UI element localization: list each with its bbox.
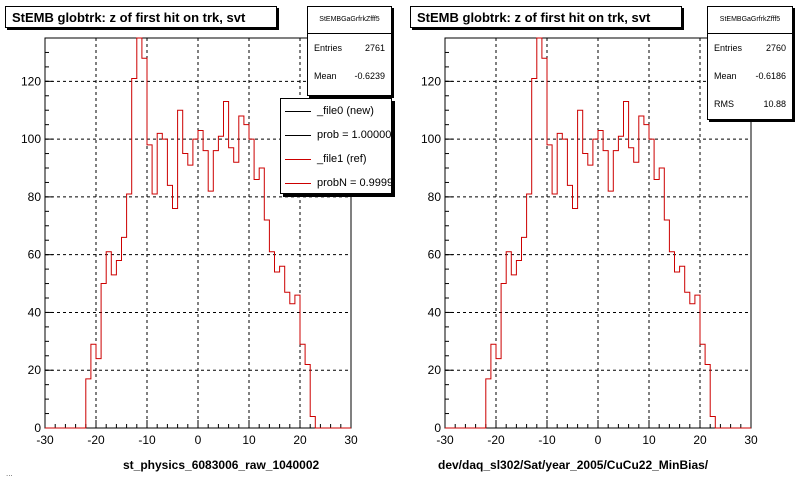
right-chart-title: StEMB globtrk: z of first hit on trk, sv… [410,6,682,28]
right-histogram-plot: -30 -20 -10 0 10 20 30 0 20 40 60 80 100 120 [421,37,758,447]
right-x-tick-label: 10 [642,433,656,447]
right-stats-name: StEMBGaGrfrkZfff5 [708,7,792,34]
left-entries-value: 2761 [364,43,385,53]
legend-entry-file1: _file1 (ref) [281,147,391,171]
left-x-tick-label: -30 [36,433,54,447]
right-histogram-series-0 [445,37,751,429]
left-mean-label: Mean [314,71,337,81]
left-y-tick-label: 20 [28,363,42,377]
legend-box: _file0 (new) prob = 1.000000 _file1 (ref… [280,98,392,194]
left-pane: -30 -20 -10 0 10 20 30 0 20 40 60 80 100 120 StEMB gl… [5,6,392,472]
left-x-tick-label: 10 [242,433,256,447]
left-stats-name: StEMBGaGrfrkZfff5 [308,7,391,34]
right-x-tick-label: -20 [487,433,505,447]
legend-line-probn [285,182,311,184]
right-x-tick-label: 0 [595,433,602,447]
right-y-tick-label: 100 [421,132,441,146]
right-entries-value: 2760 [765,43,786,53]
right-mean-value: -0.6186 [755,71,786,81]
right-y-tick-label: 40 [428,305,442,319]
left-x-axis-title: st_physics_6083006_raw_1040002 [123,458,320,472]
left-x-tick-label: -20 [87,433,105,447]
right-rms-label: RMS [714,99,734,109]
right-entries-label: Entries [714,43,743,53]
legend-label-prob: prob = 1.000000 [317,129,392,141]
left-y-tick-label: 120 [21,74,41,88]
legend-entry-file0: _file0 (new) [281,99,391,123]
right-y-tick-label: 0 [434,421,441,435]
right-mean-label: Mean [714,71,737,81]
legend-entry-probn: probN = 0.99994 [281,171,392,193]
legend-line-file0 [285,110,311,112]
left-x-tick-label: -10 [138,433,156,447]
right-y-tick-label: 60 [428,248,442,262]
footer-text: ... [6,469,13,478]
right-x-tick-label: 30 [744,433,758,447]
legend-label-probn: probN = 0.99994 [317,177,392,189]
left-y-tick-label: 40 [28,305,42,319]
left-chart-title: StEMB globtrk: z of first hit on trk, sv… [5,6,277,28]
legend-line-prob [285,134,311,136]
legend-line-file1 [285,158,311,160]
right-x-axis-title: dev/daq_sl302/Sat/year_2005/CuCu22_MinBi… [438,458,709,472]
legend-entry-prob: prob = 1.000000 [281,123,391,147]
left-entries-label: Entries [314,43,343,53]
left-y-tick-label: 100 [21,132,41,146]
legend-label-file0: _file0 (new) [317,105,374,117]
right-x-tick-label: 20 [693,433,707,447]
left-y-tick-label: 80 [28,190,42,204]
left-mean-value: -0.6239 [354,71,385,81]
left-x-tick-label: 0 [195,433,202,447]
left-histogram-series-0 [45,37,351,429]
legend-label-file1: _file1 (ref) [317,153,367,165]
right-y-tick-label: 120 [421,74,441,88]
right-y-tick-label: 20 [428,363,442,377]
right-stats-box: StEMBGaGrfrkZfff5 Entries 2760 Mean -0.618… [707,6,793,120]
right-y-tick-label: 80 [428,190,442,204]
left-x-tick-label: 20 [293,433,307,447]
left-x-tick-label: 30 [344,433,358,447]
left-y-tick-label: 60 [28,248,42,262]
left-y-tick-label: 0 [34,421,41,435]
right-pane: -30 -20 -10 0 10 20 30 0 20 40 60 80 100 120 StEMB gl… [400,0,800,480]
right-x-tick-label: -10 [538,433,556,447]
left-stats-box: StEMBGaGrfrkZfff5 Entries 2761 Mean -0.623… [307,6,392,96]
right-x-tick-label: -30 [436,433,454,447]
right-rms-value: 10.88 [763,99,786,109]
